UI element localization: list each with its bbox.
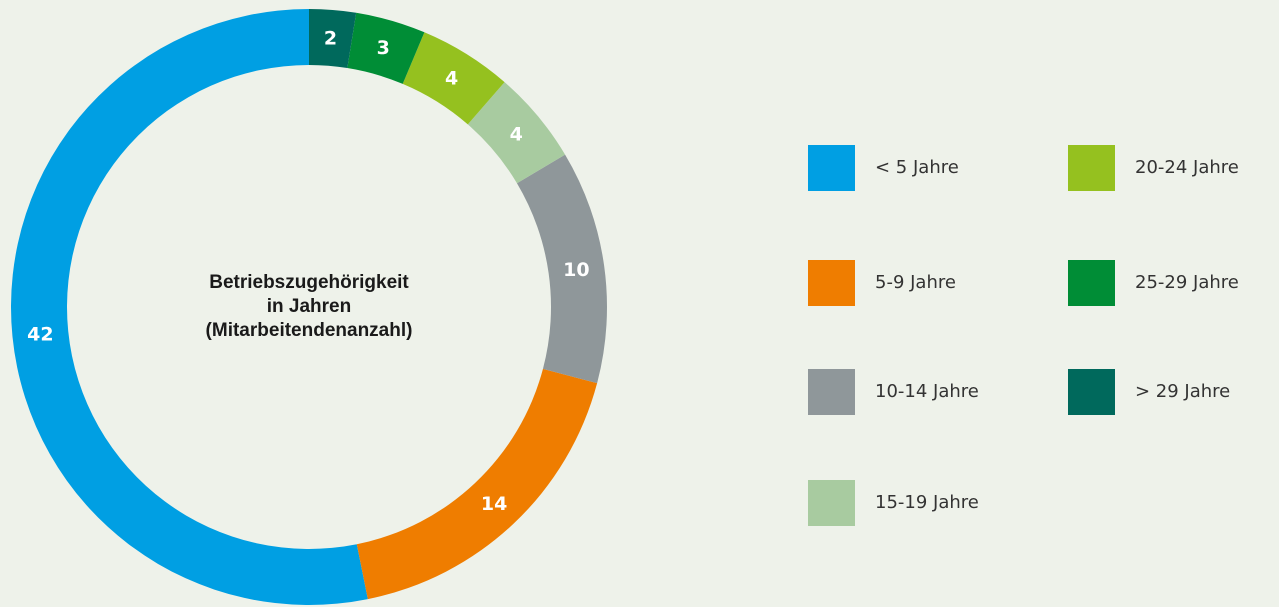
legend-label: > 29 Jahre bbox=[1135, 381, 1230, 402]
legend-swatch bbox=[808, 480, 855, 526]
legend-swatch bbox=[808, 260, 855, 306]
donut-segment bbox=[309, 9, 357, 69]
donut-segment bbox=[467, 82, 566, 184]
legend-label: 20-24 Jahre bbox=[1135, 157, 1239, 178]
data-label: 42 bbox=[27, 323, 53, 345]
data-label: 2 bbox=[324, 27, 337, 49]
chart-title: (Mitarbeitendenanzahl) bbox=[206, 320, 413, 341]
chart-title: Betriebszugehörigkeit bbox=[209, 272, 409, 293]
legend-label: 10-14 Jahre bbox=[875, 381, 979, 402]
legend-label: 5-9 Jahre bbox=[875, 272, 956, 293]
legend-label: < 5 Jahre bbox=[875, 157, 959, 178]
donut-segment bbox=[516, 154, 607, 384]
data-label: 4 bbox=[510, 123, 523, 145]
donut-segment bbox=[356, 368, 598, 600]
data-label: 4 bbox=[445, 67, 458, 89]
donut-segment bbox=[402, 32, 505, 125]
donut-segment bbox=[347, 12, 425, 84]
legend-swatch bbox=[1068, 145, 1115, 191]
data-label: 14 bbox=[481, 493, 507, 515]
data-label: 3 bbox=[377, 37, 390, 59]
legend-label: 15-19 Jahre bbox=[875, 492, 979, 513]
legend-swatch bbox=[808, 369, 855, 415]
data-label: 10 bbox=[563, 259, 589, 281]
legend-swatch bbox=[1068, 260, 1115, 306]
donut-segment bbox=[10, 9, 368, 605]
legend-swatch bbox=[1068, 369, 1115, 415]
legend-label: 25-29 Jahre bbox=[1135, 272, 1239, 293]
legend-swatch bbox=[808, 145, 855, 191]
chart-title: in Jahren bbox=[267, 296, 351, 317]
